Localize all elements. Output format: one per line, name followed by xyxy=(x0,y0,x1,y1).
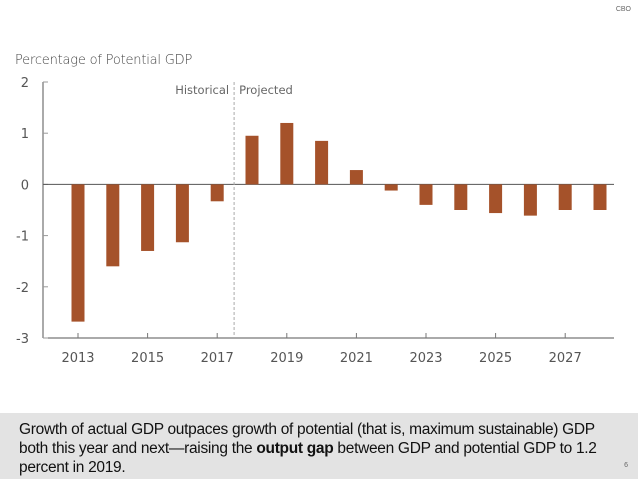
bar-2021 xyxy=(349,170,363,185)
cbo-logo: CBO xyxy=(615,6,631,13)
y-tick-label: 1 xyxy=(21,127,29,142)
x-tick-label: 2017 xyxy=(201,351,234,366)
y-tick-label: 0 xyxy=(21,178,29,193)
x-tick-label: 2025 xyxy=(479,351,512,366)
x-tick-label: 2019 xyxy=(270,351,303,366)
y-tick-label: -1 xyxy=(16,230,29,245)
x-tick-label: 2015 xyxy=(131,351,164,366)
x-tick-label: 2027 xyxy=(549,351,582,366)
bar-2026 xyxy=(523,184,537,216)
y-tick-label: -3 xyxy=(16,332,29,347)
page-number: 6 xyxy=(624,462,628,469)
bar-2022 xyxy=(384,184,398,191)
bar-2028 xyxy=(593,184,607,210)
x-tick-label: 2023 xyxy=(409,351,442,366)
bar-chart: 2 1 0 -1 -2 -3 2013 2015 2017 2019 2021 2023 2025 202… xyxy=(16,76,614,366)
bar-2024 xyxy=(454,184,468,210)
y-tick-label: 2 xyxy=(21,76,29,91)
bar-2027 xyxy=(558,184,572,210)
caption-text: Growth of actual GDP outpaces growth of … xyxy=(19,420,599,477)
historical-label: Historical xyxy=(175,83,229,97)
bar-2020 xyxy=(315,140,329,185)
bar-2016 xyxy=(175,184,189,243)
projected-label: Projected xyxy=(239,83,293,97)
bar-2019 xyxy=(280,122,294,185)
x-tick-label: 2021 xyxy=(340,351,373,366)
caption-text-before: Growth of actual GDP outpaces growth of … xyxy=(19,421,595,457)
bar-2025 xyxy=(489,184,503,214)
bar-2015 xyxy=(141,184,155,251)
x-tick-label: 2013 xyxy=(61,351,94,366)
bar-2014 xyxy=(106,184,120,267)
caption-bold-term: output gap xyxy=(256,440,334,457)
caption-text-after: between GDP and potential GDP to 1.2 per… xyxy=(19,440,597,476)
bar-2013 xyxy=(71,184,85,322)
bar-2018 xyxy=(245,135,259,185)
y-axis-title: Percentage of Potential GDP xyxy=(15,53,193,68)
caption-box: Growth of actual GDP outpaces growth of … xyxy=(0,413,638,479)
y-tick-label: -2 xyxy=(16,281,29,296)
bar-2023 xyxy=(419,184,433,205)
bar-2017 xyxy=(210,184,224,202)
